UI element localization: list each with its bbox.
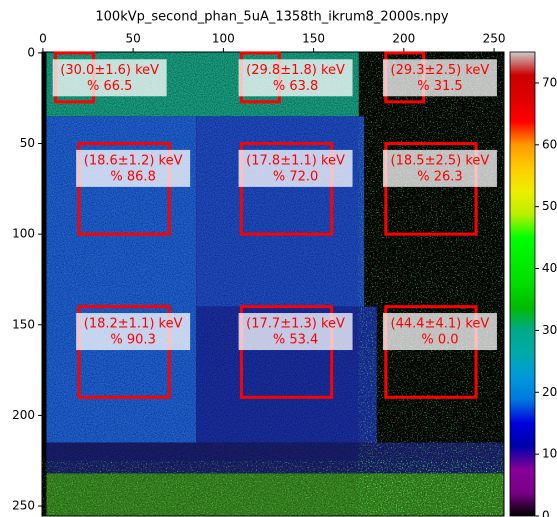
x-tick-label: 150 [302,32,325,46]
roi-energy: (29.3±2.5) keV [391,63,490,78]
colorbar-tick-label: 10 [542,447,557,461]
roi-percent: % 26.3 [417,169,462,184]
colorbar-tick-label: 30 [542,323,557,337]
y-tick-label: 200 [12,408,35,422]
y-tick-label: 250 [12,499,35,513]
roi-percent: % 86.8 [110,169,155,184]
roi-percent: % 66.5 [87,79,132,94]
chart: 100kVp_second_phan_5uA_1358th_ikrum8_200… [0,0,557,517]
roi-percent: % 53.4 [273,333,318,348]
x-tick-label: 50 [125,32,140,46]
roi-energy: (44.4±4.1) keV [391,317,490,332]
x-tick-label: 0 [39,32,47,46]
speckle [359,52,504,516]
colorbar-tick-label: 50 [542,199,557,213]
x-tick-label: 100 [212,32,235,46]
roi-energy: (17.8±1.1) keV [246,153,345,168]
x-tick-label: 250 [483,32,506,46]
roi-energy: (30.0±1.6) keV [60,63,159,78]
colorbar-tick-label: 0 [542,509,550,517]
y-tick-label: 50 [20,136,35,150]
roi-energy: (18.6±1.2) keV [84,153,183,168]
roi-energy: (18.5±2.5) keV [391,153,490,168]
roi-percent: % 90.3 [110,333,155,348]
roi-percent: % 63.8 [273,79,318,94]
colorbar-tick-label: 70 [542,75,557,89]
y-tick-label: 100 [12,227,35,241]
roi-energy: (29.8±1.8) keV [246,63,345,78]
roi-energy: (18.2±1.1) keV [84,317,183,332]
y-tick-label: 150 [12,317,35,331]
roi-energy: (17.7±1.3) keV [246,317,345,332]
y-tick-label: 0 [27,45,35,59]
colorbar-tick-label: 20 [542,385,557,399]
image [42,52,504,516]
roi-percent: % 0.0 [421,333,458,348]
colorbar-tick-label: 40 [542,261,557,275]
chart-title: 100kVp_second_phan_5uA_1358th_ikrum8_200… [95,10,449,25]
colorbar [510,52,535,516]
colorbar-tick-label: 60 [542,137,557,151]
roi-percent: % 31.5 [417,79,462,94]
roi-percent: % 72.0 [273,169,318,184]
speckle [42,461,504,516]
x-tick-label: 200 [392,32,415,46]
